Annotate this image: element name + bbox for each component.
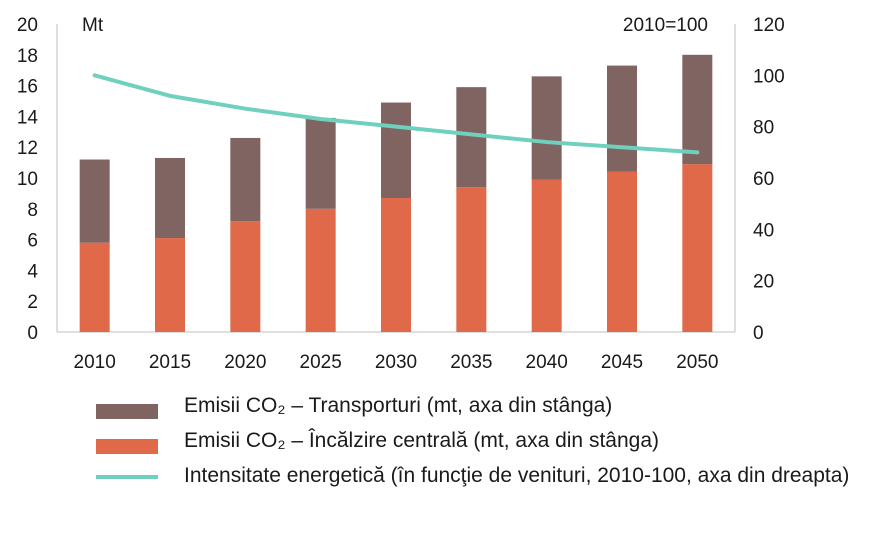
bar-transport [155, 157, 185, 239]
line-series [92, 73, 700, 155]
bar-transport [79, 159, 110, 243]
legend-label-intensity: Intensitate energetică (în funcţie de ve… [184, 464, 850, 487]
legend-item-transport: Emisii CO₂ – Transporturi (mt, axa din s… [96, 392, 876, 419]
x-tick-label: 2015 [149, 352, 191, 373]
left-tick-label: 2 [27, 292, 38, 313]
left-tick-label: 10 [17, 169, 38, 190]
legend-item-heating: Emisii CO₂ – Încălzire centrală (mt, axa… [96, 427, 876, 454]
left-tick-label: 8 [27, 200, 38, 221]
bar-heating [305, 208, 336, 332]
bar-heating [607, 171, 637, 332]
right-tick-label: 40 [753, 220, 774, 241]
bar-series [79, 54, 713, 332]
bar-transport [607, 65, 637, 172]
left-tick-label: 0 [27, 323, 38, 344]
bar-heating [230, 221, 261, 332]
x-tick-label: 2025 [300, 352, 342, 373]
bar-heating [531, 179, 562, 332]
x-tick-label: 2040 [526, 352, 568, 373]
left-tick-label: 14 [17, 107, 39, 128]
x-tick-label: 2030 [375, 352, 417, 373]
x-tick-label: 2050 [676, 352, 718, 373]
bar-transport [305, 117, 336, 209]
left-tick-label: 12 [17, 138, 38, 159]
left-tick-label: 16 [17, 77, 38, 98]
intensity-line [92, 73, 700, 155]
left-axis-unit: Mt [82, 15, 104, 36]
x-tick-label: 2045 [601, 352, 643, 373]
bar-transport [230, 137, 261, 222]
left-tick-label: 18 [17, 46, 38, 67]
legend-label-transport: Emisii CO₂ – Transporturi (mt, axa din s… [184, 394, 613, 417]
x-axis: 2010 2015 2020 2025 2030 2035 2040 2045 2050 [57, 331, 735, 373]
x-tick-label: 2010 [74, 352, 116, 373]
bar-transport [531, 76, 562, 180]
right-tick-label: 80 [753, 118, 774, 139]
right-axis-unit: 2010=100 [623, 15, 708, 36]
x-tick-label: 2020 [224, 352, 266, 373]
left-tick-label: 20 [17, 15, 38, 36]
legend-item-intensity: Intensitate energetică (în funcţie de ve… [96, 462, 876, 489]
right-y-axis: 0 20 40 60 80 100 120 2010=100 [623, 15, 785, 344]
legend-label-heating: Emisii CO₂ – Încălzire centrală (mt, axa… [184, 429, 659, 452]
bar-transport [682, 54, 713, 165]
right-tick-label: 120 [753, 15, 785, 36]
x-tick-label: 2035 [450, 352, 492, 373]
left-tick-label: 4 [27, 261, 38, 282]
bar-heating [155, 238, 185, 332]
bar-heating [682, 164, 713, 332]
legend: Emisii CO₂ – Transporturi (mt, axa din s… [96, 392, 876, 497]
bar-heating [79, 242, 110, 332]
right-tick-label: 60 [753, 169, 774, 190]
right-tick-label: 0 [753, 323, 764, 344]
legend-swatch-intensity [96, 475, 158, 479]
bar-heating [456, 187, 487, 332]
bar-transport [381, 102, 411, 199]
left-tick-label: 6 [27, 231, 38, 252]
left-y-axis: 0 2 4 6 8 10 12 14 16 18 20 Mt [17, 15, 104, 344]
legend-swatch-heating [96, 439, 158, 454]
right-tick-label: 20 [753, 272, 774, 293]
legend-swatch-transport [96, 404, 158, 419]
bar-heating [381, 198, 411, 332]
right-tick-label: 100 [753, 66, 785, 87]
